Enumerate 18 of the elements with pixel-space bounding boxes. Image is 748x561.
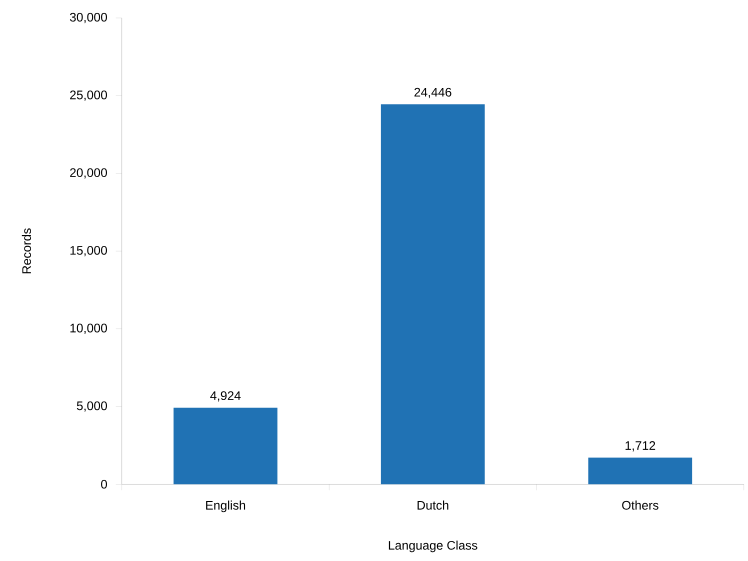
y-tick-label: 0 [101,480,107,489]
y-tick-label: 30,000 [70,12,107,24]
bar [174,408,278,484]
x-tick-label: English [206,500,246,512]
bar [380,104,485,484]
data-label: 4,924 [210,391,241,402]
x-tick-label: Others [622,500,658,510]
x-axis-title: Language Class [388,540,478,552]
y-axis-title: Records [22,228,32,274]
y-tick-label: 10,000 [70,324,107,334]
y-tick-label: 25,000 [70,90,107,101]
y-tick-label: 5,000 [76,401,107,412]
bar [588,458,692,484]
y-tick-label: 20,000 [70,168,107,178]
x-tick-label: Dutch [418,500,448,510]
data-label: 24,446 [414,88,452,98]
data-label: 1,712 [626,441,656,452]
y-tick-label: 15,000 [70,246,107,256]
